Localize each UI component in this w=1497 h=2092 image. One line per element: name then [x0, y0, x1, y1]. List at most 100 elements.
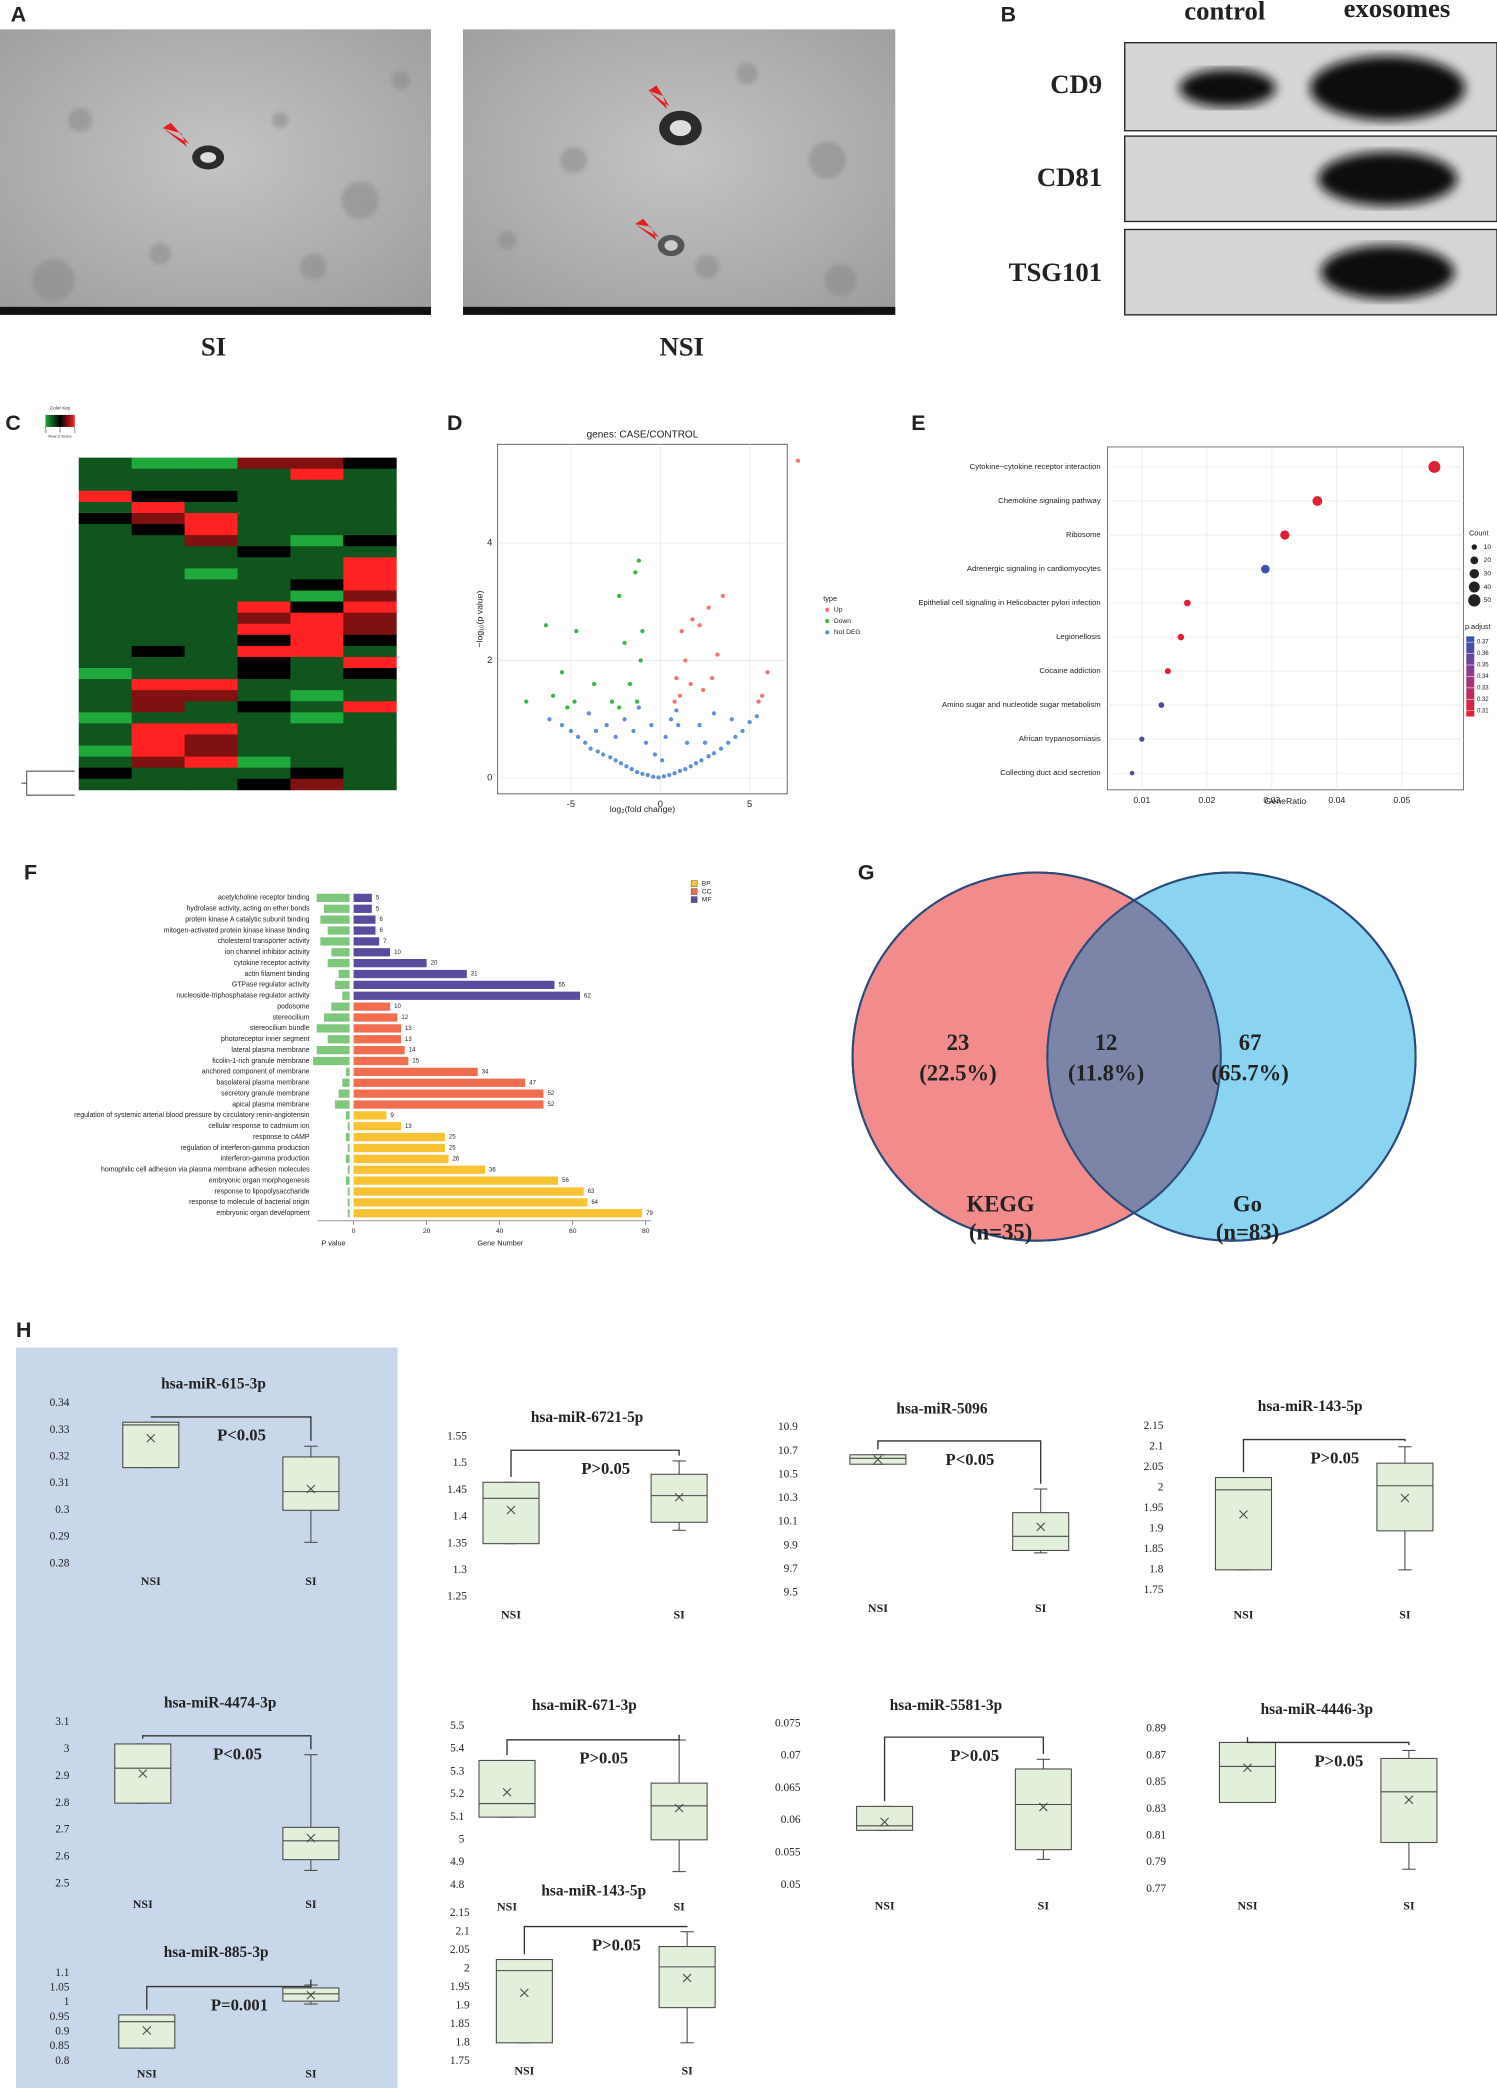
pvalue-bar — [338, 969, 350, 979]
point — [613, 758, 618, 763]
y-tick-label: 0.32 — [50, 1451, 70, 1463]
heatmap-cell — [131, 712, 185, 724]
pvalue-bar — [342, 1078, 350, 1087]
color-bar-label: 0.35 — [1477, 663, 1489, 669]
point — [760, 693, 765, 698]
heatmap-cell — [237, 468, 291, 481]
color-key-title: Color Key — [50, 405, 71, 410]
data-label: 26 — [453, 1156, 460, 1162]
heatmap-cell — [237, 690, 291, 702]
bar — [353, 1013, 398, 1022]
dot — [1129, 770, 1135, 776]
heatmap-cell — [184, 690, 238, 702]
point — [631, 728, 636, 734]
mean-marker — [306, 1484, 316, 1494]
y-tick-label: stereocilium bundle — [250, 1025, 310, 1032]
y-tick-label: 1.1 — [55, 1967, 69, 1979]
data-label: 15 — [412, 1059, 419, 1065]
bar — [353, 1089, 544, 1098]
heatmap-cell — [237, 767, 291, 780]
x-tick-label: SI — [305, 1897, 317, 1911]
chart-title: hsa-miR-615-3p — [161, 1375, 266, 1392]
x-tick-label: NSI — [868, 1601, 888, 1615]
data-label: 6 — [379, 917, 383, 923]
size-legend-label: 50 — [1484, 597, 1492, 604]
y-tick-label: 1.55 — [447, 1431, 467, 1443]
heatmap-cell — [237, 557, 291, 569]
pvalue-bar — [347, 1198, 350, 1207]
bar — [353, 893, 372, 903]
y-tick-label: 0.9 — [55, 2026, 69, 2038]
heatmap-cell — [184, 668, 238, 680]
pvalue-bar — [345, 1176, 350, 1185]
heatmap-cell — [237, 524, 291, 536]
data-label: 56 — [562, 1178, 569, 1184]
heatmap-cell — [343, 668, 397, 680]
heatmap-cell — [184, 524, 238, 536]
heatmap-cell — [290, 778, 344, 791]
point — [672, 699, 677, 704]
y-tick-label: Collecting duct acid secretion — [1000, 768, 1100, 777]
annotation: P>0.05 — [592, 1935, 641, 1954]
mean-marker — [873, 1455, 883, 1464]
pvalue-bar — [334, 1100, 350, 1109]
heatmap-cell — [78, 734, 133, 746]
venn-set-name: Go — [1233, 1191, 1262, 1216]
heatmap-cell — [184, 745, 238, 758]
legend-marker — [825, 630, 830, 635]
point — [543, 623, 549, 628]
legend-swatch — [690, 880, 698, 887]
venn-overlap — [1047, 872, 1221, 1241]
data-label: 47 — [529, 1080, 536, 1086]
y-tick-label: 1.25 — [447, 1591, 467, 1603]
blot-column-label: control — [1184, 0, 1265, 25]
data-label: 25 — [449, 1135, 456, 1141]
y-tick-label: 0.05 — [781, 1879, 801, 1891]
heatmap-cell — [290, 734, 344, 746]
heatmap-cell — [290, 656, 344, 669]
heatmap-cell — [131, 634, 185, 647]
box — [1218, 1741, 1277, 1804]
heatmap-cell — [131, 501, 185, 514]
point — [568, 728, 574, 734]
y-tick-label: 0 — [487, 772, 492, 782]
y-tick-label: 1.9 — [1149, 1522, 1163, 1534]
y-tick-label: nucleoside-triphosphatase regulator acti… — [176, 993, 310, 1000]
y-tick-label: 2.7 — [55, 1824, 69, 1836]
heatmap-cell — [131, 690, 185, 702]
point — [651, 774, 656, 779]
heatmap-cell — [184, 568, 238, 580]
bar — [353, 1100, 544, 1109]
x-tick-label: SI — [305, 2066, 317, 2080]
x-tick-label: 0.02 — [1198, 795, 1215, 805]
heatmap-cell — [290, 501, 344, 514]
point — [677, 768, 683, 774]
y-tick-label: 1.05 — [50, 1982, 70, 1994]
p-axis-label: P value — [321, 1238, 345, 1247]
significance-bracket — [146, 1979, 312, 2010]
pvalue-bar — [345, 1132, 350, 1142]
bar — [353, 1078, 526, 1087]
heatmap-cell — [78, 524, 133, 536]
point — [663, 734, 668, 739]
x-tick-label: 0 — [658, 799, 663, 809]
venn-set-name: KEGG — [967, 1191, 1035, 1216]
point — [688, 764, 693, 769]
heatmap-cell — [290, 767, 344, 780]
heatmap-cell — [237, 501, 291, 514]
heatmap-cell — [78, 590, 133, 602]
heatmap-cell — [237, 745, 291, 758]
y-tick-label: 0.87 — [1146, 1749, 1166, 1761]
heatmap-cell — [237, 679, 291, 691]
y-tick-label: homophilic cell adhesion via plasma memb… — [101, 1167, 310, 1174]
data-label: 12 — [401, 1015, 408, 1021]
y-tick-label: cytokine receptor activity — [234, 960, 310, 967]
box — [650, 1782, 708, 1841]
heatmap-cell — [78, 546, 133, 558]
heatmap-cell — [78, 457, 133, 470]
y-tick-label: 5.5 — [450, 1720, 464, 1732]
pvalue-bar — [327, 959, 350, 968]
point — [718, 746, 724, 751]
venn-count: 67 — [1239, 1030, 1262, 1055]
size-legend-marker — [1470, 556, 1479, 565]
